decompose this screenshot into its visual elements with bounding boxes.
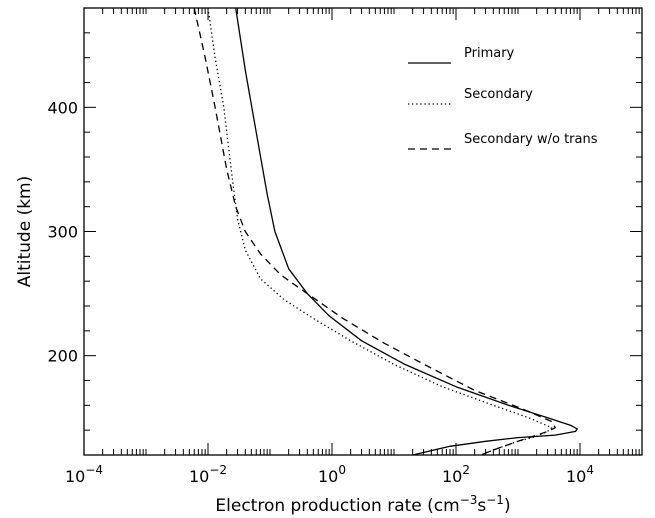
legend: Primary Secondary Secondary w/o trans: [408, 46, 598, 150]
x-tick-label: 100: [318, 463, 346, 486]
x-axis-label: Electron production rate (cm−3s−1): [215, 493, 510, 516]
x-tick-labels: 10−4 10−2 100 102 104: [65, 463, 594, 486]
legend-label: Secondary: [464, 87, 533, 102]
y-tick-label: 400: [47, 98, 78, 117]
series-line-1: [235, 8, 578, 455]
series-line-2: [207, 8, 553, 455]
legend-label: Primary: [464, 46, 515, 61]
x-tick-label: 10−2: [189, 463, 227, 486]
series-line-3: [193, 8, 556, 455]
y-tick-label: 200: [47, 347, 78, 366]
data-series: [193, 8, 578, 455]
legend-label: Secondary w/o trans: [464, 132, 598, 147]
x-tick-label: 10−4: [65, 463, 103, 486]
plot-area: [83, 7, 643, 456]
y-tick-label: 300: [47, 223, 78, 242]
y-axis-label: Altitude (km): [15, 176, 35, 288]
x-tick-label: 104: [566, 463, 594, 486]
plot-frame: [83, 7, 643, 456]
x-tick-label: 102: [442, 463, 470, 486]
y-tick-labels: 200 300 400: [47, 98, 78, 365]
axis-ticks: [83, 7, 642, 456]
